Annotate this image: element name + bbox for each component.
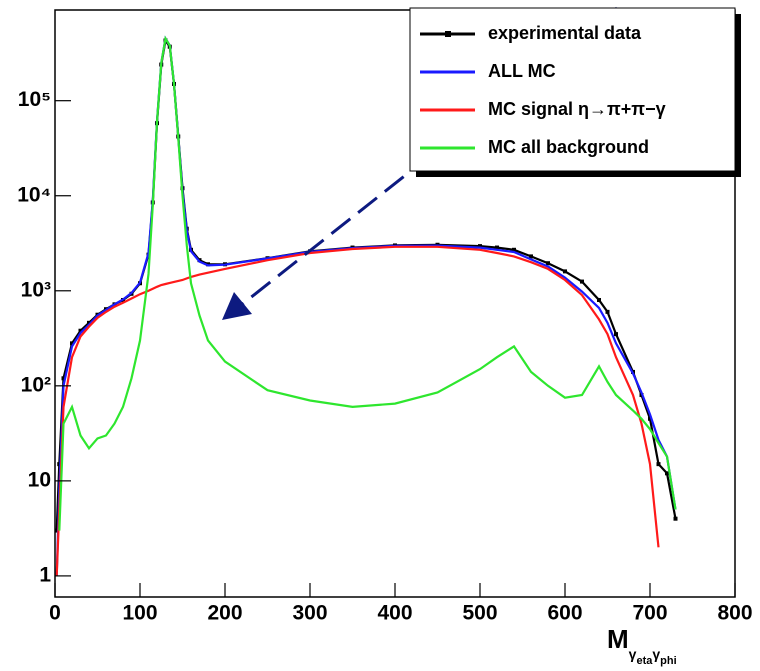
data-point xyxy=(70,341,74,346)
y-tick-label: 1 xyxy=(39,563,51,586)
x-tick-label: 100 xyxy=(122,602,157,625)
legend-label: ALL MC xyxy=(488,61,556,81)
data-point xyxy=(563,269,567,274)
x-tick-label: 200 xyxy=(207,602,242,625)
data-point xyxy=(673,516,678,521)
x-label-part: γ xyxy=(652,646,660,662)
data-point xyxy=(87,320,91,325)
data-point xyxy=(54,528,59,533)
x-axis-label: Mγetaγphi xyxy=(607,624,677,667)
data-point xyxy=(495,245,499,250)
y-tick-label: 10 xyxy=(28,468,51,491)
data-point xyxy=(546,261,550,266)
x-label-part: γ xyxy=(629,646,637,662)
legend-label: experimental data xyxy=(488,23,642,43)
x-label-part: phi xyxy=(660,655,677,667)
data-point xyxy=(78,328,83,333)
data-point xyxy=(605,309,610,314)
data-point xyxy=(665,471,669,476)
x-tick-label: 400 xyxy=(377,602,412,625)
data-point xyxy=(478,244,482,249)
series-line xyxy=(58,35,677,531)
data-point xyxy=(61,376,66,381)
x-tick-label: 700 xyxy=(632,602,667,625)
x-tick-label: 800 xyxy=(717,602,752,625)
series-line xyxy=(55,35,677,576)
y-tick-label: 10³ xyxy=(21,278,51,301)
x-label-part: M xyxy=(607,624,629,654)
plot-area xyxy=(54,35,678,576)
x-tick-label: 300 xyxy=(292,602,327,625)
legend-label: MC signal η→π+π−γ xyxy=(488,99,666,119)
arrow-head xyxy=(222,292,252,320)
x-tick-label: 0 xyxy=(49,602,61,625)
legend-items: experimental data ALL MC MC signal η→π+π−γ… xyxy=(420,23,666,157)
legend-marker xyxy=(445,31,451,37)
data-point xyxy=(597,297,601,302)
legend: experimental data ALL MC MC signal η→π+π−γ… xyxy=(409,7,741,177)
y-tick-label: 10⁴ xyxy=(17,183,51,206)
data-point xyxy=(580,279,584,284)
data-point xyxy=(529,254,533,259)
x-label: Mγetaγphi xyxy=(607,624,677,667)
x-label-part: eta xyxy=(636,655,653,667)
legend-label: MC all background xyxy=(488,137,649,157)
x-tick-label: 500 xyxy=(462,602,497,625)
data-point xyxy=(648,416,652,421)
x-tick-label: 600 xyxy=(547,602,582,625)
y-tick-label: 10² xyxy=(21,373,51,396)
y-tick-label: 10⁵ xyxy=(18,88,51,111)
data-point xyxy=(512,247,516,252)
data-point xyxy=(656,462,661,467)
data-point xyxy=(614,332,618,337)
